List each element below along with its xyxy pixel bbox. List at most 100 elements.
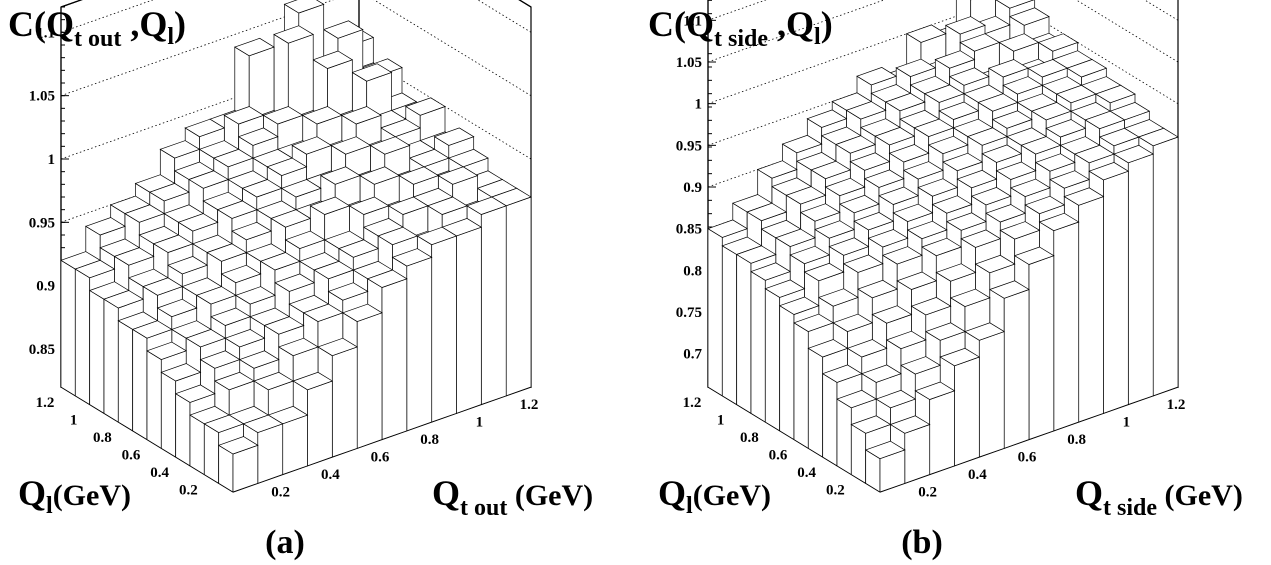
z-grid-line (707, 39, 1179, 146)
bar-top-face (756, 160, 798, 179)
bar-top-face (1027, 59, 1069, 78)
bar-top-face (910, 297, 952, 316)
bar-top-face (262, 106, 304, 125)
bar-top-face (213, 371, 255, 391)
bar-top-face (284, 230, 326, 249)
bar-left-face (89, 289, 105, 414)
bar-top-face (810, 160, 852, 180)
bar-top-face (850, 415, 892, 434)
bar-top-face (875, 389, 917, 409)
bar-top-face (991, 110, 1033, 129)
bar-top-face (1063, 187, 1105, 206)
bar-top-face (1008, 7, 1050, 26)
bar-right-face (1053, 221, 1080, 432)
bar-top-face (938, 101, 980, 120)
bar-right-face (431, 235, 457, 423)
bar-right-face (381, 278, 408, 440)
x-tick-label: 0.2 (271, 485, 290, 501)
bar-left-face (189, 414, 205, 476)
y-tick-label: 0.8 (93, 430, 112, 446)
y-tick-label: 0.2 (826, 483, 845, 499)
bar-top-face (241, 179, 283, 198)
bar-top-face (377, 226, 419, 246)
z-tick-label: 0.85 (29, 342, 55, 358)
bar-top-face (985, 204, 1027, 223)
bar-top-face (853, 212, 895, 231)
labels: C(Qt side ,Ql) Ql(GeV) Qt side (GeV) (b) (648, 4, 1243, 561)
bar-top-face (849, 152, 891, 171)
z-tick-label: 0.95 (29, 215, 55, 231)
bar-top-face (242, 414, 284, 433)
bar-top-face (970, 187, 1012, 206)
bar-top-face (956, 169, 998, 189)
bar-top-face (177, 213, 219, 232)
bar-top-face (871, 305, 913, 324)
bar-top-face (148, 183, 190, 202)
bar-top-face (981, 144, 1023, 163)
bar-left-face (60, 259, 76, 397)
bar-top-face (860, 364, 902, 383)
bar-left-face (850, 423, 867, 484)
bar-top-face (863, 169, 905, 188)
bar-top-face (974, 254, 1016, 274)
bar-top-face (867, 229, 909, 248)
bar-right-face (1003, 289, 1030, 449)
bar-top-face (322, 20, 364, 39)
bar-top-face (426, 196, 468, 215)
bar-top-face (283, 0, 325, 14)
bar-top-face (856, 67, 898, 86)
x-tick-label: 0.4 (968, 467, 987, 483)
bar-top-face (874, 127, 916, 146)
bar-left-face (750, 270, 766, 423)
bar-top-face (864, 440, 906, 460)
bar-top-face (348, 196, 390, 215)
panel-label: (a) (265, 524, 305, 561)
bar-top-face (124, 204, 166, 223)
bar-top-face (917, 178, 959, 197)
bar-top-face (927, 135, 969, 155)
bar-top-face (1034, 153, 1076, 172)
bar-right-face (978, 331, 1005, 458)
bar-top-face (1045, 119, 1087, 138)
bar-left-face (779, 305, 795, 441)
bar-top-face (341, 303, 383, 322)
bar-top-face (156, 298, 198, 318)
bar-top-face (231, 221, 273, 241)
z-tick-label: 0.8 (683, 263, 702, 279)
bar-top-face (905, 24, 947, 43)
y-tick-label: 1 (70, 413, 78, 429)
bar-top-face (1094, 84, 1136, 104)
y-tick-label: 0.4 (797, 465, 816, 481)
x-tick-label: 0.6 (371, 450, 390, 466)
bar-top-face (1113, 144, 1155, 164)
bar-top-face (1049, 170, 1091, 189)
bar-top-face (846, 339, 888, 358)
bar-top-face (913, 118, 955, 137)
z-tick-label: 1 (695, 97, 703, 113)
bar-top-face (391, 248, 433, 267)
x-tick-label: 0.8 (1067, 432, 1086, 448)
bar-top-face (806, 109, 848, 128)
bar-top-face (259, 252, 301, 271)
bar-top-face (931, 195, 973, 214)
bar-top-face (234, 286, 276, 305)
bar-right-face (1152, 136, 1179, 397)
x-tick-label: 1.2 (520, 397, 539, 413)
bar-top-face (828, 237, 870, 256)
bar-top-face (195, 286, 237, 305)
bar-top-face (338, 239, 380, 258)
bar-top-face (146, 341, 188, 360)
bar-right-face (406, 256, 433, 432)
bar-top-face (944, 16, 986, 35)
bar-top-face (835, 135, 877, 154)
bar-left-face (175, 393, 191, 467)
bar-top-face (312, 50, 354, 69)
bar-top-face (995, 0, 1035, 9)
z-tick-label: 0.7 (683, 347, 702, 363)
bar-top-face (1020, 136, 1062, 155)
z-tick-label: 1.1 (683, 13, 702, 29)
bar-top-face (959, 33, 1001, 52)
bar-top-face (836, 389, 878, 409)
bar-top-face (273, 25, 315, 44)
bar-right-face (356, 312, 383, 449)
